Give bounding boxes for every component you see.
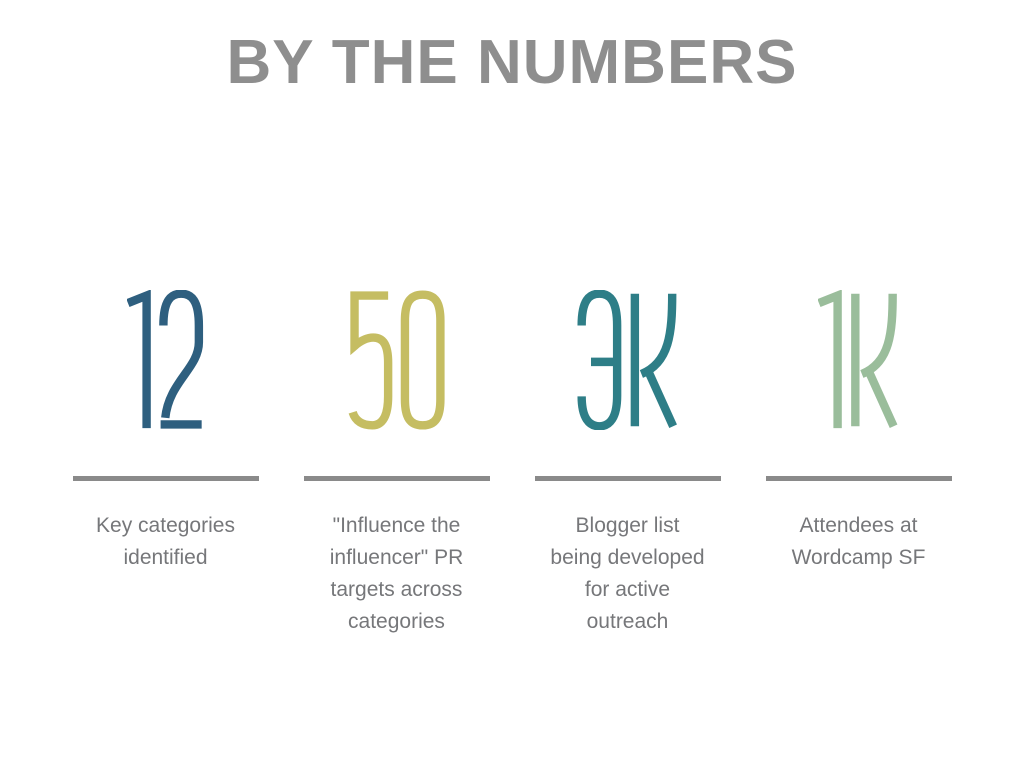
slide-title: BY THE NUMBERS (226, 28, 798, 97)
stat-number (50, 290, 281, 430)
stat-label: "Influence the influencer" PR targets ac… (329, 514, 464, 633)
stats-row: Key categories identified "Influence the… (50, 290, 974, 638)
stat-divider (765, 476, 952, 481)
stat-column-key-categories: Key categories identified (50, 290, 281, 638)
stat-number (281, 290, 512, 430)
stat-column-wordcamp-attendees: Attendees at Wordcamp SF (743, 290, 974, 638)
stat-label: Attendees at Wordcamp SF (791, 514, 926, 569)
stat-divider (303, 476, 490, 481)
stat-column-blogger-list: Blogger list being developed for active … (512, 290, 743, 638)
stat-divider (72, 476, 259, 481)
stat-label: Key categories identified (96, 514, 235, 569)
stat-number (743, 290, 974, 430)
stat-column-pr-targets: "Influence the influencer" PR targets ac… (281, 290, 512, 638)
stat-divider (534, 476, 721, 481)
stat-label: Blogger list being developed for active … (550, 514, 705, 633)
stat-number (512, 290, 743, 430)
